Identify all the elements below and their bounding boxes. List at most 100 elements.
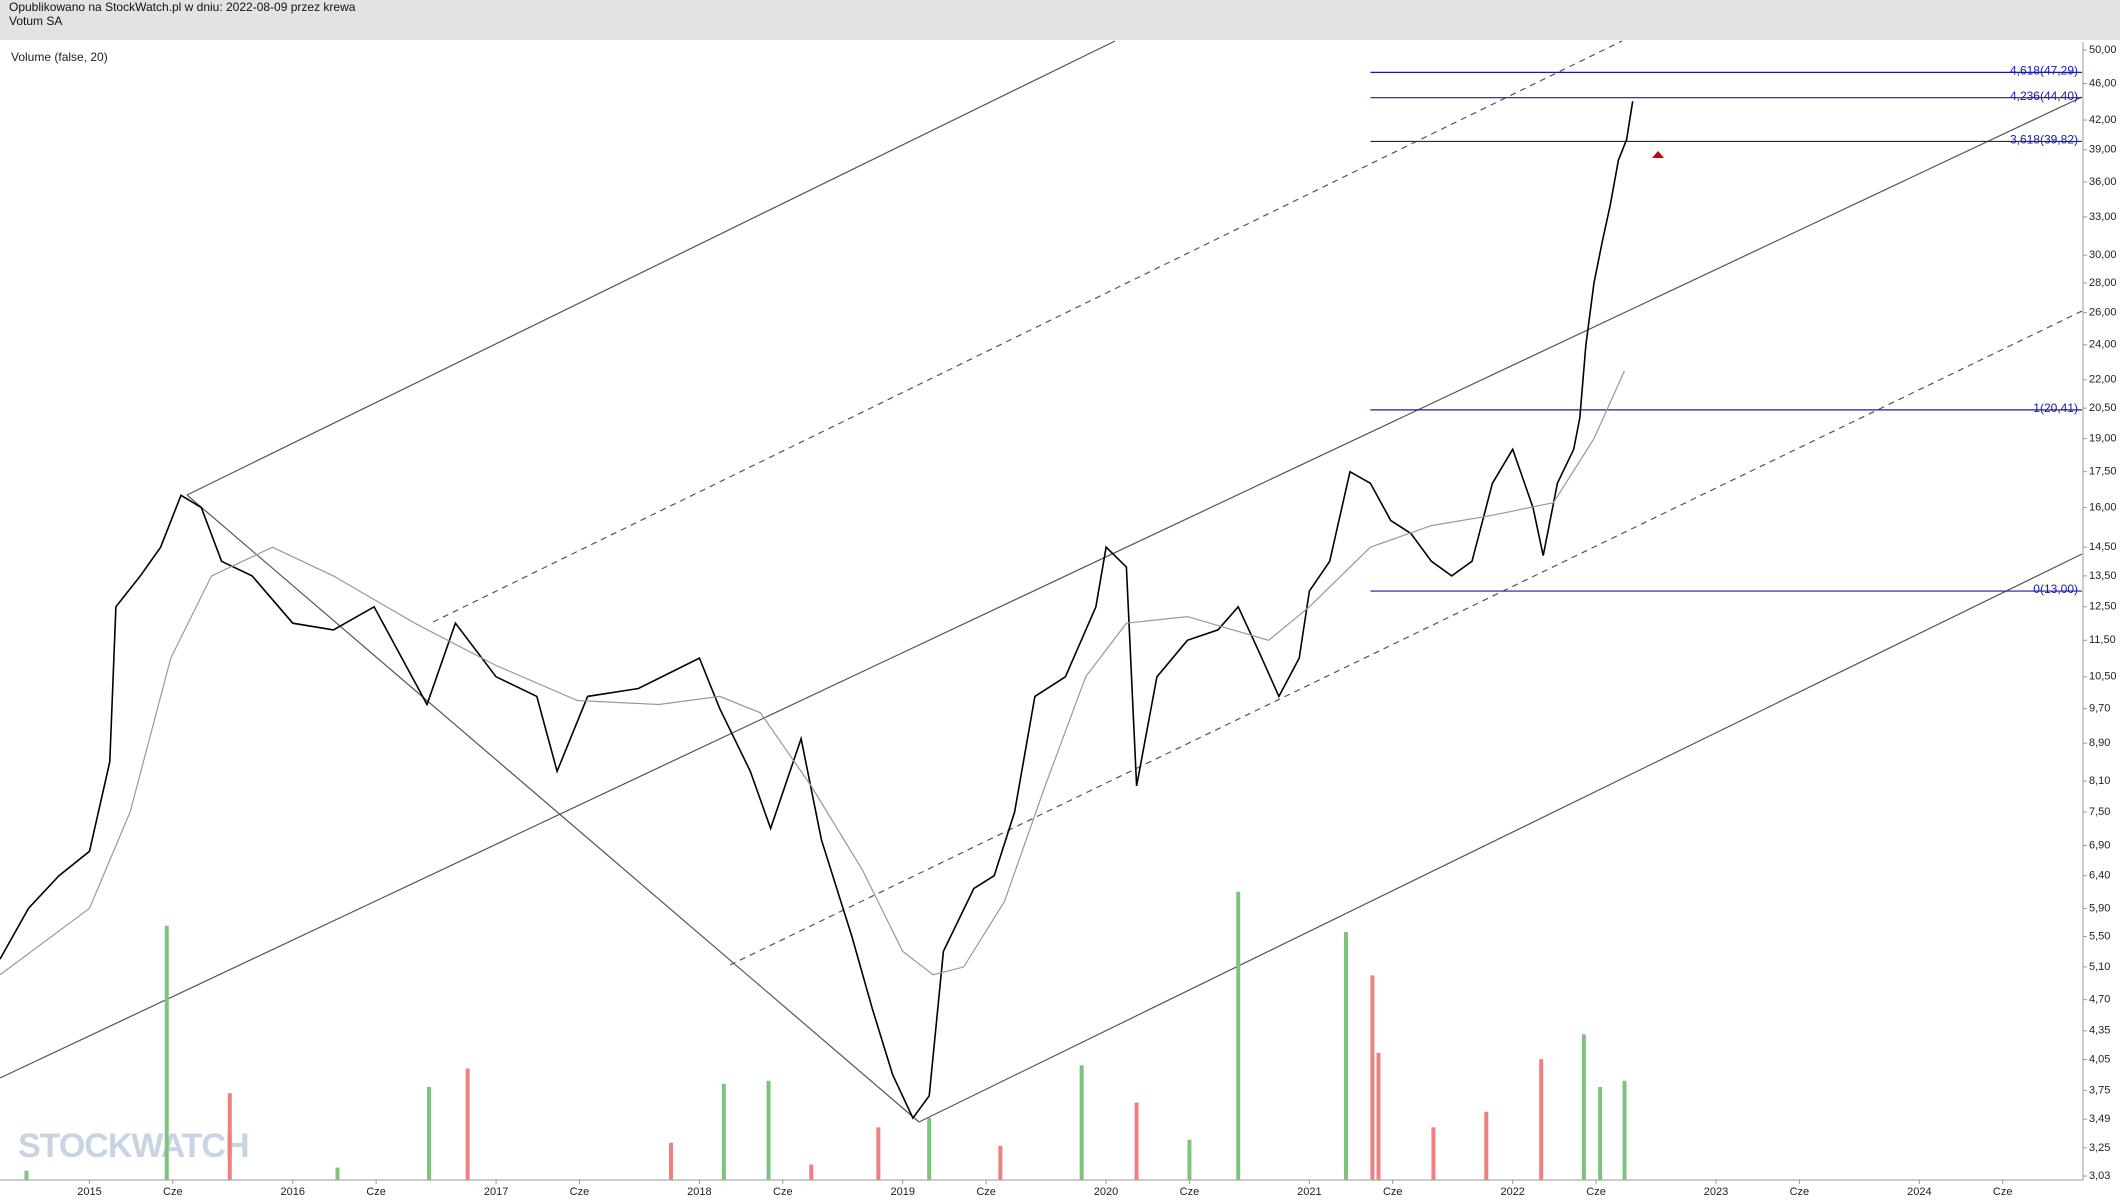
volume-bar bbox=[1079, 1065, 1084, 1180]
fib-label: 4,618(47,29) bbox=[2010, 64, 2078, 78]
volume-bar bbox=[227, 1093, 232, 1180]
volume-bar bbox=[24, 1170, 29, 1180]
volume-bar bbox=[1484, 1111, 1489, 1180]
x-tick-label: 2017 bbox=[484, 1186, 508, 1198]
x-tick-label: Cze bbox=[976, 1186, 996, 1198]
volume-bar bbox=[1376, 1052, 1381, 1180]
y-tick-label: 3,49 bbox=[2089, 1113, 2110, 1125]
fib-label: 4,236(44,40) bbox=[2010, 89, 2078, 103]
y-tick-label: 3,03 bbox=[2089, 1170, 2110, 1182]
volume-bar bbox=[465, 1068, 470, 1180]
x-tick-label: Cze bbox=[1383, 1186, 1403, 1198]
volume-bar bbox=[766, 1080, 771, 1180]
fib-label: 1(20,41) bbox=[2033, 401, 2078, 415]
y-tick-label: 5,10 bbox=[2089, 961, 2110, 973]
y-tick-label: 19,00 bbox=[2089, 433, 2117, 445]
y-tick-label: 36,00 bbox=[2089, 176, 2117, 188]
trendline bbox=[186, 40, 1116, 496]
x-tick-label: Cze bbox=[570, 1186, 590, 1198]
watermark: STOCKWATCH bbox=[18, 1127, 249, 1165]
x-tick-label: Cze bbox=[773, 1186, 793, 1198]
trendline bbox=[432, 40, 1623, 623]
y-tick-label: 28,00 bbox=[2089, 277, 2117, 289]
header-bar: Opublikowano na StockWatch.pl w dniu: 20… bbox=[0, 0, 2120, 40]
y-tick-label: 10,50 bbox=[2089, 671, 2117, 683]
y-tick-label: 13,50 bbox=[2089, 570, 2117, 582]
volume-bar bbox=[1598, 1087, 1603, 1180]
trendlines bbox=[0, 40, 2083, 1123]
volume-bar bbox=[809, 1164, 814, 1180]
volume-bar bbox=[1236, 891, 1241, 1180]
volume-bar bbox=[1134, 1102, 1139, 1180]
x-tick-label: Cze bbox=[1180, 1186, 1200, 1198]
y-tick-label: 50,00 bbox=[2089, 44, 2117, 56]
header-text: Votum SA bbox=[9, 14, 63, 28]
volume-bar bbox=[1581, 1034, 1586, 1180]
header-text: Opublikowano na StockWatch.pl w dniu: 20… bbox=[9, 0, 356, 14]
x-tick-label: 2015 bbox=[77, 1186, 101, 1198]
volume-bar bbox=[1343, 932, 1348, 1180]
x-tick-label: Cze bbox=[163, 1186, 183, 1198]
y-tick-label: 24,00 bbox=[2089, 339, 2117, 351]
x-tick-label: 2023 bbox=[1704, 1186, 1728, 1198]
y-tick-label: 11,50 bbox=[2089, 634, 2116, 646]
trendline bbox=[729, 310, 2083, 966]
x-tick-label: 2020 bbox=[1094, 1186, 1118, 1198]
fib-label: 0(13,00) bbox=[2033, 582, 2078, 596]
y-tick-label: 4,05 bbox=[2089, 1053, 2110, 1065]
volume-bar bbox=[427, 1087, 432, 1180]
y-tick-label: 39,00 bbox=[2089, 144, 2117, 156]
y-tick-label: 3,25 bbox=[2089, 1142, 2110, 1154]
price-line bbox=[0, 101, 1634, 1120]
y-tick-label: 3,75 bbox=[2089, 1084, 2110, 1096]
volume-bar bbox=[164, 925, 169, 1180]
y-tick-label: 26,00 bbox=[2089, 307, 2117, 319]
x-tick-label: Cze bbox=[1790, 1186, 1810, 1198]
volume-bar bbox=[1622, 1080, 1627, 1180]
y-tick-label: 4,70 bbox=[2089, 994, 2110, 1006]
volume-bar bbox=[668, 1142, 673, 1180]
volume-bar bbox=[876, 1127, 881, 1180]
volume-bar bbox=[1539, 1059, 1544, 1180]
y-tick-label: 5,90 bbox=[2089, 902, 2110, 914]
x-tick-label: 2021 bbox=[1297, 1186, 1321, 1198]
y-tick-label: 17,50 bbox=[2089, 466, 2117, 478]
y-tick-label: 30,00 bbox=[2089, 249, 2117, 261]
volume-bar bbox=[721, 1083, 726, 1180]
marker bbox=[1652, 151, 1664, 158]
y-tick-label: 9,70 bbox=[2089, 703, 2110, 715]
x-tick-label: Cze bbox=[1586, 1186, 1606, 1198]
trendline bbox=[918, 553, 2083, 1123]
y-tick-label: 8,90 bbox=[2089, 737, 2110, 749]
fib-label: 3,618(39,82) bbox=[2010, 133, 2078, 147]
x-tick-label: 2018 bbox=[687, 1186, 711, 1198]
y-tick-label: 12,50 bbox=[2089, 601, 2117, 613]
y-tick-label: 6,90 bbox=[2089, 839, 2110, 851]
x-tick-label: 2022 bbox=[1500, 1186, 1524, 1198]
trendline bbox=[186, 494, 920, 1123]
y-tick-label: 20,50 bbox=[2089, 402, 2117, 414]
y-tick-label: 46,00 bbox=[2089, 77, 2117, 89]
x-tick-label: Cze bbox=[1993, 1186, 2013, 1198]
y-tick-label: 16,00 bbox=[2089, 502, 2117, 514]
subtitle: Volume (false, 20) bbox=[11, 50, 108, 64]
volume-bar bbox=[1370, 975, 1375, 1180]
price-line bbox=[0, 370, 1626, 976]
y-tick-label: 8,10 bbox=[2089, 775, 2110, 787]
x-tick-label: 2019 bbox=[891, 1186, 915, 1198]
x-tick-label: 2016 bbox=[281, 1186, 305, 1198]
volume-bar bbox=[1187, 1139, 1192, 1180]
x-tick-label: 2024 bbox=[1907, 1186, 1931, 1198]
y-tick-label: 5,50 bbox=[2089, 930, 2110, 942]
y-tick-label: 14,50 bbox=[2089, 541, 2117, 553]
y-tick-label: 4,35 bbox=[2089, 1025, 2110, 1037]
y-tick-label: 7,50 bbox=[2089, 806, 2110, 818]
y-tick-label: 6,40 bbox=[2089, 870, 2110, 882]
volume-bar bbox=[1431, 1127, 1436, 1180]
y-tick-label: 33,00 bbox=[2089, 211, 2117, 223]
trendline bbox=[0, 96, 2083, 1079]
x-tick-label: Cze bbox=[366, 1186, 386, 1198]
volume-bar bbox=[927, 1118, 932, 1180]
